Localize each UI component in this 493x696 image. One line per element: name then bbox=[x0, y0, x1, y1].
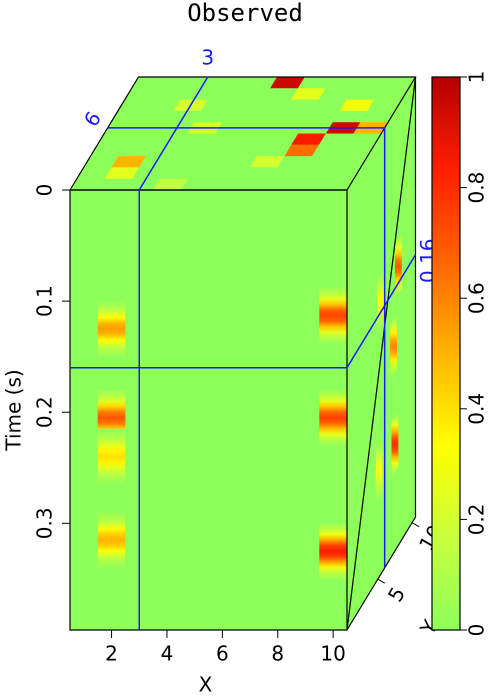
event bbox=[390, 313, 398, 380]
y-tick-label: 0.3 bbox=[33, 507, 57, 539]
x-tick-label: 6 bbox=[216, 642, 229, 666]
z-tick bbox=[411, 522, 420, 528]
cell bbox=[153, 178, 188, 190]
event bbox=[394, 232, 402, 300]
event bbox=[375, 436, 383, 504]
colorbar-tick-label: 0.8 bbox=[465, 172, 489, 204]
y-axis-label: Time (s) bbox=[2, 369, 26, 451]
slice-line bbox=[107, 127, 386, 568]
cell bbox=[249, 156, 285, 168]
colorbar-tick-label: 0.6 bbox=[465, 282, 489, 314]
x-tick-label: 8 bbox=[271, 642, 284, 666]
y-tick-label: 0.2 bbox=[33, 396, 57, 428]
slice-line bbox=[70, 254, 417, 369]
x-axis-label: X bbox=[199, 673, 213, 696]
cell bbox=[291, 133, 326, 145]
event bbox=[319, 390, 347, 446]
colorbar-tick-label: 0.4 bbox=[465, 393, 489, 425]
event bbox=[319, 523, 347, 579]
colorbar bbox=[431, 76, 461, 631]
cell bbox=[291, 88, 326, 100]
chart-title: Observed bbox=[187, 0, 303, 27]
x-tick-label: 4 bbox=[161, 642, 174, 666]
z-tick-label: 5 bbox=[383, 583, 410, 606]
event bbox=[97, 512, 126, 568]
event bbox=[97, 428, 126, 485]
x-tick-label: 2 bbox=[105, 642, 118, 666]
slice-line bbox=[138, 76, 209, 630]
colorbar-tick-label: 1 bbox=[465, 71, 489, 84]
cell bbox=[111, 156, 146, 168]
y-tick-label: 0.1 bbox=[33, 285, 57, 317]
event bbox=[391, 410, 399, 478]
cell bbox=[339, 99, 375, 111]
event bbox=[319, 287, 347, 344]
cell bbox=[104, 167, 140, 179]
slice-label: 6 bbox=[79, 107, 106, 131]
x-tick-label: 10 bbox=[320, 642, 345, 666]
y-tick-label: 0 bbox=[33, 184, 57, 197]
event bbox=[97, 301, 126, 357]
cell bbox=[270, 77, 305, 89]
colorbar-tick-label: 0.2 bbox=[465, 503, 489, 535]
z-tick bbox=[377, 578, 386, 584]
colorbar-tick-label: 0 bbox=[465, 624, 489, 637]
slice-label: 3 bbox=[201, 46, 214, 70]
cube-edge bbox=[346, 76, 417, 631]
event bbox=[377, 267, 384, 335]
cell bbox=[284, 144, 319, 157]
